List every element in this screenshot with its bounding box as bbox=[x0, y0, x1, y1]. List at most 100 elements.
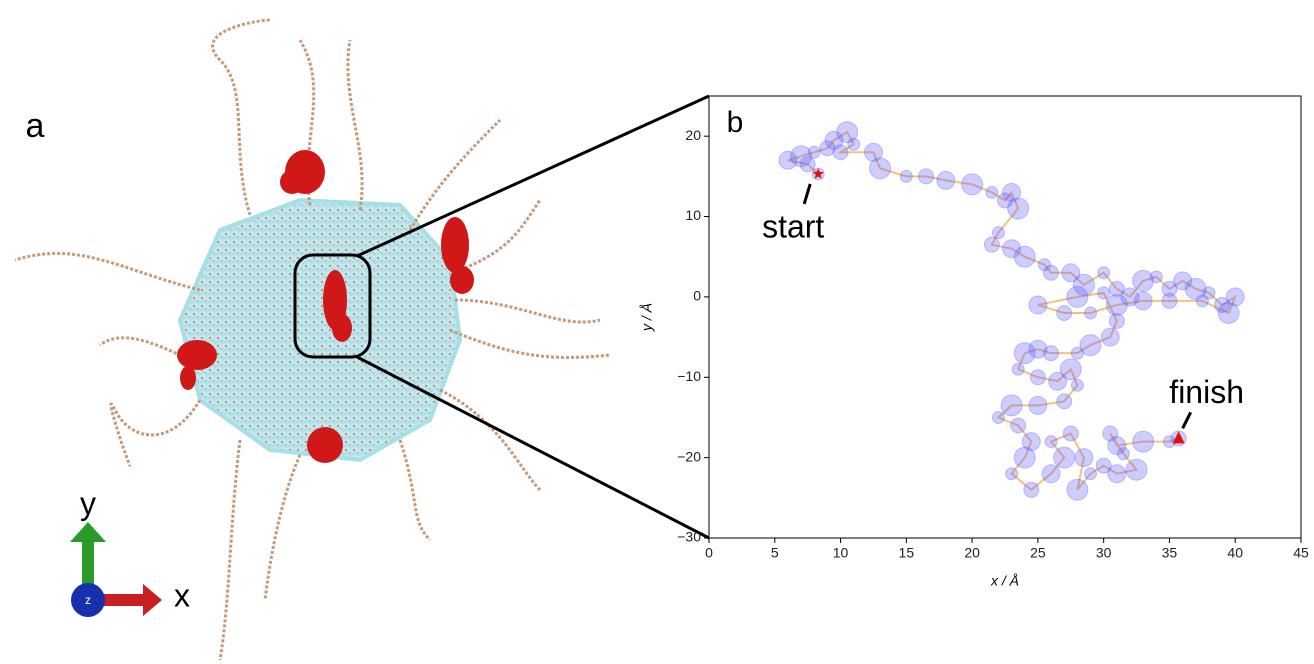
finish-marker bbox=[1172, 431, 1185, 444]
trajectory-plot: b x / Å y / Å 0 5 10 15 20 25 30 35 40 45 −30 −20 −1… bbox=[639, 95, 1309, 589]
trajectory-point bbox=[819, 140, 836, 157]
panel-label: b bbox=[727, 106, 744, 139]
trajectory-point bbox=[1074, 448, 1094, 468]
trajectory-point bbox=[961, 173, 984, 196]
trajectory-point bbox=[1202, 286, 1216, 300]
trajectory-point bbox=[1084, 306, 1098, 320]
x-tick-label: 35 bbox=[1162, 545, 1178, 561]
trajectory-point bbox=[1132, 430, 1155, 453]
trajectory-point bbox=[1225, 287, 1245, 307]
trajectory-point bbox=[1041, 464, 1061, 484]
trajectory-point bbox=[1070, 346, 1084, 360]
y-tick-label: 0 bbox=[693, 288, 701, 304]
trajectory-point bbox=[1108, 280, 1125, 297]
trajectory-point bbox=[847, 137, 861, 151]
axis-icon-label: z bbox=[85, 593, 91, 607]
trajectory-point bbox=[1173, 271, 1193, 291]
trajectory-point bbox=[863, 142, 883, 162]
trajectory-point bbox=[1066, 478, 1089, 501]
trajectory-point bbox=[1125, 458, 1148, 481]
trajectory-point bbox=[1043, 345, 1060, 362]
trajectory-point bbox=[1028, 395, 1048, 415]
trajectory-point bbox=[1056, 393, 1073, 410]
annotation-pointer bbox=[802, 183, 812, 205]
trajectory-point bbox=[1097, 286, 1111, 300]
trajectory-point bbox=[1079, 334, 1102, 357]
trajectory-point bbox=[997, 192, 1013, 209]
trajectory-point bbox=[1011, 362, 1025, 376]
protein-blobs bbox=[177, 150, 474, 463]
nanoparticle bbox=[14, 18, 710, 661]
trajectory-point bbox=[1053, 446, 1076, 469]
trajectory-point bbox=[1066, 285, 1089, 308]
x-axis-label: x / Å bbox=[990, 573, 1019, 589]
zoom-line bbox=[356, 94, 710, 258]
x-tick-label: 5 bbox=[771, 545, 779, 561]
trajectory-point bbox=[1029, 369, 1046, 386]
trajectory-point bbox=[1214, 296, 1231, 313]
y-tick-label: 20 bbox=[685, 127, 701, 143]
trajectory-point bbox=[1028, 339, 1048, 359]
x-tick-label: 30 bbox=[1096, 545, 1112, 561]
trajectory-point bbox=[1195, 294, 1209, 308]
trajectory-point bbox=[991, 410, 1005, 424]
annotation-pointer bbox=[1181, 411, 1192, 430]
y-tick-label: −10 bbox=[677, 368, 701, 384]
trajectory-point bbox=[1043, 264, 1060, 281]
axes-icon: y x z bbox=[70, 485, 190, 617]
trajectory-point bbox=[1037, 258, 1051, 272]
trajectory-point bbox=[790, 145, 813, 168]
trajectory-point bbox=[869, 157, 892, 180]
trajectory-point bbox=[1044, 435, 1058, 449]
trajectory-point bbox=[1013, 245, 1036, 268]
trajectory-point bbox=[1000, 394, 1023, 417]
x-tick-label: 20 bbox=[964, 545, 980, 561]
zoom-box bbox=[293, 253, 372, 359]
trajectory-point bbox=[778, 150, 798, 170]
trajectory-point bbox=[1095, 457, 1112, 474]
trajectory-point bbox=[1084, 467, 1098, 481]
trajectory-point bbox=[1021, 432, 1041, 452]
axis-icon-label: y bbox=[80, 485, 96, 521]
trajectory-point bbox=[1161, 292, 1178, 309]
trajectory-point bbox=[1184, 277, 1207, 300]
trajectory-point bbox=[1062, 425, 1079, 442]
trajectory-point bbox=[1132, 269, 1155, 292]
trajectory-point bbox=[1028, 295, 1048, 315]
trajectory-point bbox=[836, 121, 859, 144]
trajectory-point bbox=[1102, 425, 1119, 442]
trajectory-point bbox=[1048, 371, 1068, 391]
trajectory-point bbox=[799, 156, 816, 173]
y-tick-label: −20 bbox=[677, 448, 701, 464]
trajectory-point bbox=[1010, 417, 1027, 434]
y-axis-label: y / Å bbox=[639, 303, 655, 332]
trajectory-point bbox=[1105, 293, 1128, 316]
trajectory-point bbox=[1120, 287, 1140, 307]
annotation-label: start bbox=[762, 208, 824, 244]
trajectory-point bbox=[1002, 239, 1022, 259]
zoom-line bbox=[356, 355, 710, 540]
trajectory-point bbox=[1002, 182, 1022, 202]
trajectory-point bbox=[1059, 358, 1082, 381]
axis-icon-label: x bbox=[174, 577, 190, 613]
x-tick-label: 45 bbox=[1293, 545, 1309, 561]
trajectory-point bbox=[1107, 436, 1127, 456]
trajectory-point bbox=[985, 185, 999, 199]
trajectory-point bbox=[1108, 313, 1125, 330]
trajectory-point bbox=[807, 145, 821, 159]
trajectory-point bbox=[1100, 327, 1120, 347]
start-marker bbox=[812, 167, 824, 179]
trajectory-point bbox=[1005, 467, 1019, 481]
plot-frame bbox=[708, 95, 1302, 539]
y-tick-label: 10 bbox=[685, 207, 701, 223]
trajectory-point bbox=[1133, 291, 1153, 311]
annotation-label: finish bbox=[1169, 374, 1244, 410]
trajectory-point bbox=[824, 130, 844, 150]
trajectory-point bbox=[832, 144, 849, 161]
x-tick-label: 25 bbox=[1030, 545, 1046, 561]
trajectory-line bbox=[787, 130, 1238, 492]
trajectory-point bbox=[936, 170, 956, 190]
x-tick-label: 15 bbox=[899, 545, 915, 561]
trajectory-point bbox=[1161, 280, 1178, 297]
